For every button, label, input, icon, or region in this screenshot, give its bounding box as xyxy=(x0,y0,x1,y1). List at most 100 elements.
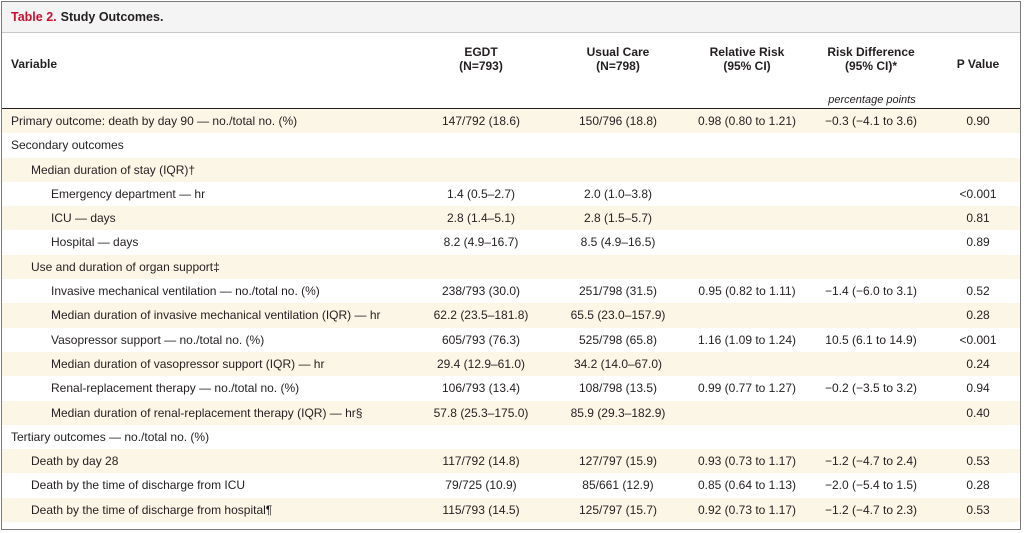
row-label: ICU — days xyxy=(51,211,116,226)
cell-egdt: 147/792 (18.6) xyxy=(441,114,521,128)
cell-usual-care: 525/798 (65.8) xyxy=(578,332,658,347)
cell-egdt: 29.4 (12.9–61.0) xyxy=(436,356,526,371)
row-label: Invasive mechanical ventilation — no./to… xyxy=(51,284,320,299)
cell-egdt: 2.8 (1.4–5.1) xyxy=(446,211,516,226)
row-label: Hospital — days xyxy=(51,235,139,250)
cell-egdt: 62.2 (23.5–181.8) xyxy=(433,308,529,323)
header-egdt-line1: EGDT xyxy=(464,45,498,59)
cell-p-value: <0.001 xyxy=(959,332,997,347)
cell-usual-care: 150/796 (18.8) xyxy=(578,114,658,128)
cell-usual-care: 125/797 (15.7) xyxy=(578,502,658,517)
cell-p-value: 0.28 xyxy=(966,478,990,493)
row-label: Emergency department — hr xyxy=(51,186,206,201)
cell-usual-care: 127/797 (15.9) xyxy=(578,454,658,469)
cell-p-value: 0.52 xyxy=(966,284,990,299)
cell-risk-difference: −0.3 (−4.1 to 3.6) xyxy=(824,114,918,128)
cell-p-value: 0.81 xyxy=(966,211,990,226)
cell-egdt: 115/793 (14.5) xyxy=(442,502,520,517)
table-row: Secondary outcomes xyxy=(2,133,1020,157)
table-row: Emergency department — hr 1.4 (0.5–2.7) … xyxy=(2,182,1020,206)
row-label: Use and duration of organ support‡ xyxy=(31,259,220,274)
cell-egdt: 117/792 (14.8) xyxy=(442,454,520,469)
table-title-bar: Table 2. Study Outcomes. xyxy=(2,2,1020,33)
header-risk-difference: Risk Difference (95% CI)* xyxy=(812,45,930,73)
cell-usual-care: 8.5 (4.9–16.5) xyxy=(580,235,656,250)
table-body: Primary outcome: death by day 90 — no./t… xyxy=(2,109,1020,523)
risk-difference-units: percentage points xyxy=(828,94,916,106)
table-row: Use and duration of organ support‡ xyxy=(2,254,1020,280)
row-label: Death by day 28 xyxy=(31,454,119,469)
table-number: Table 2. xyxy=(11,10,57,24)
cell-egdt: 605/793 (76.3) xyxy=(441,332,521,347)
header-rd-line2: (95% CI)* xyxy=(844,59,897,73)
row-label: Death by the time of discharge from ICU xyxy=(31,478,246,493)
cell-risk-difference: −1.4 (−6.0 to 3.1) xyxy=(824,284,918,299)
header-egdt-line2: (N=793) xyxy=(459,59,503,73)
cell-p-value: 0.53 xyxy=(966,454,990,469)
table-row: Median duration of stay (IQR)† xyxy=(2,157,1020,182)
table-row: Median duration of invasive mechanical v… xyxy=(2,303,1020,328)
table-row: Median duration of renal-replacement the… xyxy=(2,400,1020,425)
row-label: Median duration of stay (IQR)† xyxy=(31,162,196,177)
header-rr-line1: Relative Risk xyxy=(709,45,785,59)
table-row: Death by day 28 117/792 (14.8) 127/797 (… xyxy=(2,449,1020,474)
table-header: Variable EGDT (N=793) Usual Care (N=798)… xyxy=(2,33,1020,109)
cell-usual-care: 85.9 (29.3–182.9) xyxy=(570,405,666,420)
cell-relative-risk: 0.99 (0.77 to 1.27) xyxy=(697,381,797,396)
cell-usual-care: 2.8 (1.5–5.7) xyxy=(583,211,653,226)
cell-relative-risk: 0.92 (0.73 to 1.17) xyxy=(697,502,797,517)
header-egdt: EGDT (N=793) xyxy=(420,45,542,73)
cell-relative-risk: 0.85 (0.64 to 1.13) xyxy=(697,478,797,493)
cell-egdt: 8.2 (4.9–16.7) xyxy=(443,235,519,250)
cell-risk-difference: −2.0 (−5.4 to 1.5) xyxy=(824,478,918,493)
cell-usual-care: 85/661 (12.9) xyxy=(582,478,654,493)
header-p-value: P Value xyxy=(956,57,1000,71)
header-rr-line2: (95% CI) xyxy=(723,59,771,73)
table-row: Renal-replacement therapy — no./total no… xyxy=(2,376,1020,400)
cell-p-value: 0.28 xyxy=(966,308,990,323)
cell-relative-risk: 0.93 (0.73 to 1.17) xyxy=(697,454,797,469)
cell-p-value: 0.94 xyxy=(966,381,990,396)
row-label: Primary outcome: death by day 90 — no./t… xyxy=(11,114,298,128)
table-row: Death by the time of discharge from ICU … xyxy=(2,473,1020,497)
row-label: Secondary outcomes xyxy=(11,138,124,153)
cell-egdt: 106/793 (13.4) xyxy=(441,381,521,396)
cell-p-value: 0.40 xyxy=(966,405,990,420)
cell-p-value: <0.001 xyxy=(959,186,997,201)
cell-egdt: 57.8 (25.3–175.0) xyxy=(433,405,529,420)
cell-relative-risk: 0.98 (0.80 to 1.21) xyxy=(697,114,797,128)
cell-usual-care: 251/798 (31.5) xyxy=(578,284,658,299)
row-label: Median duration of renal-replacement the… xyxy=(51,405,363,420)
cell-relative-risk: 1.16 (1.09 to 1.24) xyxy=(697,332,797,347)
cell-p-value: 0.90 xyxy=(966,114,990,128)
cell-risk-difference: −1.2 (−4.7 to 2.3) xyxy=(824,502,918,517)
cell-risk-difference: 10.5 (6.1 to 14.9) xyxy=(825,332,917,347)
cell-p-value: 0.24 xyxy=(966,356,990,371)
row-label: Median duration of vasopressor support (… xyxy=(51,356,325,371)
cell-relative-risk: 0.95 (0.82 to 1.11) xyxy=(698,284,796,299)
cell-p-value: 0.53 xyxy=(966,502,990,517)
table-row: Primary outcome: death by day 90 — no./t… xyxy=(2,109,1020,134)
cell-usual-care: 108/798 (13.5) xyxy=(578,381,658,396)
header-usual-care: Usual Care (N=798) xyxy=(552,45,684,73)
cell-risk-difference: −0.2 (−3.5 to 3.2) xyxy=(824,381,918,396)
cell-egdt: 1.4 (0.5–2.7) xyxy=(446,186,516,201)
header-rd-line1: Risk Difference xyxy=(827,45,915,59)
cell-egdt: 238/793 (30.0) xyxy=(441,284,521,299)
header-relative-risk: Relative Risk (95% CI) xyxy=(684,45,810,73)
row-label: Tertiary outcomes — no./total no. (%) xyxy=(11,429,210,444)
row-label: Renal-replacement therapy — no./total no… xyxy=(51,381,300,396)
table-row: Hospital — days 8.2 (4.9–16.7) 8.5 (4.9–… xyxy=(2,230,1020,254)
row-label: Death by the time of discharge from hosp… xyxy=(31,502,273,517)
row-label: Vasopressor support — no./total no. (%) xyxy=(51,332,265,347)
header-variable: Variable xyxy=(11,57,58,71)
cell-usual-care: 65.5 (23.0–157.9) xyxy=(570,308,666,323)
cell-p-value: 0.89 xyxy=(966,235,990,250)
table-row: Vasopressor support — no./total no. (%) … xyxy=(2,328,1020,352)
table-row: Invasive mechanical ventilation — no./to… xyxy=(2,279,1020,303)
cell-risk-difference: −1.2 (−4.7 to 2.4) xyxy=(824,454,918,469)
table-row: Tertiary outcomes — no./total no. (%) xyxy=(2,425,1020,449)
row-label: Median duration of invasive mechanical v… xyxy=(51,308,381,323)
header-usual-line1: Usual Care xyxy=(586,45,650,59)
